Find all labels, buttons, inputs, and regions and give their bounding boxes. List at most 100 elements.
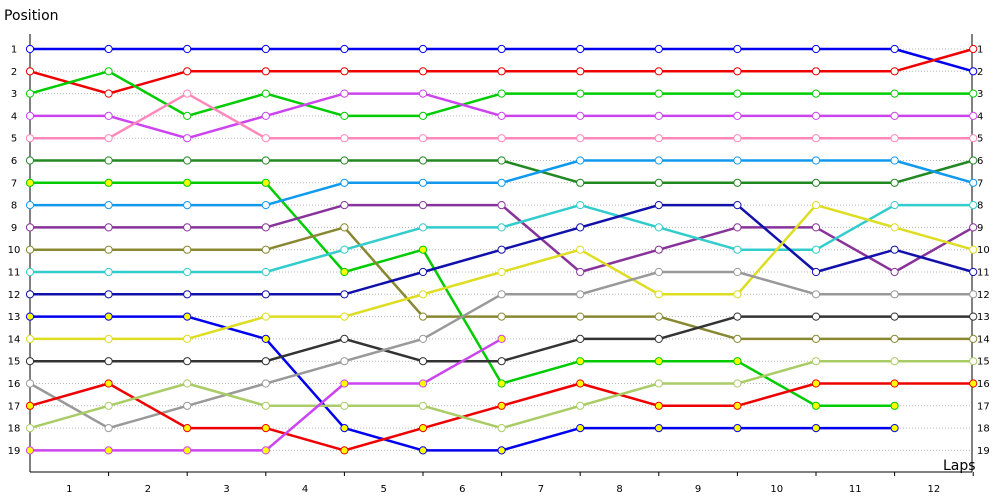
series-3-point xyxy=(654,89,663,98)
y-tick-label-right: 16 xyxy=(977,379,990,390)
series-8-point xyxy=(261,201,270,210)
series-14-point xyxy=(418,290,428,299)
series-2-point xyxy=(183,67,192,76)
series-6-point xyxy=(890,178,899,187)
series-5-point xyxy=(654,134,663,143)
series-9-point xyxy=(183,223,192,232)
series-16-point xyxy=(497,290,506,299)
series-12-point xyxy=(497,245,506,254)
series-4-point xyxy=(576,111,585,121)
series-16-point xyxy=(104,424,113,433)
series-19-point xyxy=(340,379,349,388)
series-1-point xyxy=(183,44,192,54)
series-15-point xyxy=(340,334,349,343)
x-tick-label: 8 xyxy=(616,484,622,495)
series-19-point xyxy=(25,446,35,455)
series-15-point xyxy=(261,357,270,366)
series-5-point xyxy=(261,134,270,143)
series-11-point xyxy=(654,223,663,232)
series-3-point xyxy=(733,89,742,98)
series-2-point xyxy=(497,67,506,76)
series-18-point xyxy=(576,401,585,410)
series-16-point xyxy=(890,290,899,299)
y-tick-label-right: 12 xyxy=(977,290,990,301)
series-1-point xyxy=(576,44,585,54)
series-2-point xyxy=(890,67,899,76)
x-tick-label: 5 xyxy=(381,484,387,495)
series-11-point xyxy=(418,223,428,232)
series-15-point xyxy=(733,312,742,321)
series-15-point xyxy=(890,312,899,321)
series-2-point xyxy=(25,67,35,76)
series-12-point xyxy=(811,267,821,277)
y-tick-label: 3 xyxy=(11,89,17,100)
series-17-point xyxy=(25,401,35,410)
series-markers xyxy=(25,44,978,455)
series-15-point xyxy=(183,357,192,366)
series-11-point xyxy=(497,223,506,232)
series-10-point xyxy=(418,312,428,321)
series-14-point xyxy=(576,245,585,254)
series-8-point xyxy=(576,156,585,165)
series-1-point xyxy=(25,44,35,54)
series-15-point xyxy=(969,312,978,321)
series-5-point xyxy=(576,134,585,143)
series-14-point xyxy=(890,223,899,232)
y-tick-label-right: 10 xyxy=(977,245,990,256)
series-4-point xyxy=(969,111,978,121)
series-9-point xyxy=(811,223,821,232)
series-13-point xyxy=(261,334,270,343)
y-tick-label: 6 xyxy=(11,156,17,167)
series-12-point xyxy=(340,290,349,299)
series-3-point xyxy=(104,67,113,76)
series-13-point xyxy=(183,312,192,321)
series-17-point xyxy=(183,424,192,433)
series-2-point xyxy=(654,67,663,76)
series-9-point xyxy=(576,267,585,277)
series-15-point xyxy=(654,334,663,343)
series-5-point xyxy=(340,134,349,143)
series-8-point xyxy=(340,178,349,187)
series-line-10 xyxy=(30,226,974,341)
series-16-point xyxy=(654,267,663,277)
series-14-point xyxy=(25,334,35,343)
series-12-point xyxy=(418,267,428,277)
y-tick-label: 5 xyxy=(11,134,17,145)
series-18-point xyxy=(183,379,192,388)
series-2-point xyxy=(969,44,978,54)
series-2-point xyxy=(418,67,428,76)
series-4-point xyxy=(104,111,113,121)
series-17-point xyxy=(340,446,349,455)
series-10-point xyxy=(104,245,113,254)
series-8-point xyxy=(654,156,663,165)
series-15-point xyxy=(418,357,428,366)
series-10-point xyxy=(733,334,742,343)
series-8-point xyxy=(25,201,35,210)
series-1-point xyxy=(969,67,978,76)
series-16-point xyxy=(25,379,35,388)
series-6-point xyxy=(183,156,192,165)
series-18-point xyxy=(890,357,899,366)
x-tick-label: 4 xyxy=(302,484,308,495)
series-7-point xyxy=(654,357,663,366)
series-6-point xyxy=(418,156,428,165)
series-7-point xyxy=(418,245,428,254)
series-2-point xyxy=(811,67,821,76)
series-2-point xyxy=(340,67,349,76)
series-7-point xyxy=(104,178,113,187)
series-17-point xyxy=(811,379,821,388)
series-18-point xyxy=(261,401,270,410)
series-3-point xyxy=(25,89,35,98)
series-10-point xyxy=(261,245,270,254)
series-14-point xyxy=(497,267,506,277)
y-tick-label: 7 xyxy=(11,178,17,189)
series-15-point xyxy=(497,357,506,366)
series-9-point xyxy=(497,201,506,210)
y-tick-label-right: 7 xyxy=(977,178,983,189)
series-19-point xyxy=(104,446,113,455)
series-16-point xyxy=(183,401,192,410)
series-3-point xyxy=(576,89,585,98)
series-5-point xyxy=(183,89,192,98)
series-6-point xyxy=(811,178,821,187)
y-tick-label-right: 3 xyxy=(977,89,983,100)
